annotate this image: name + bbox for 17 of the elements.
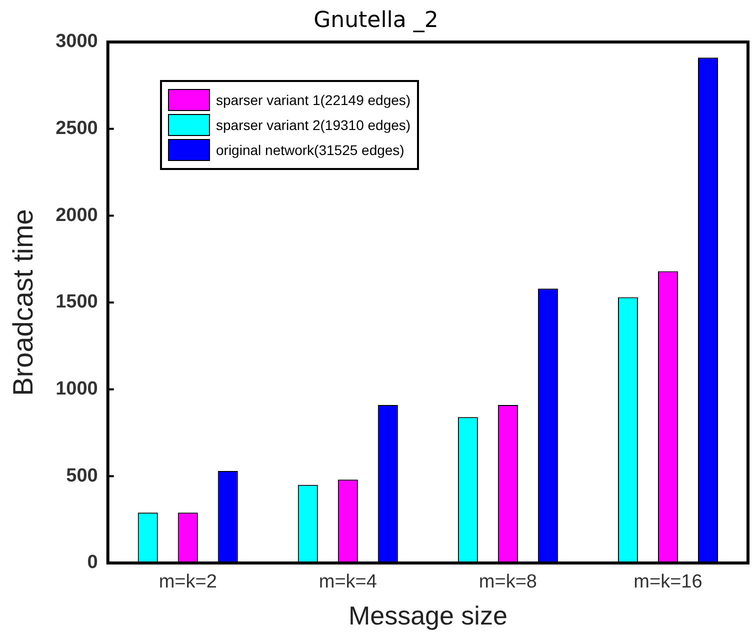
y-tick-label: 1000 [56, 378, 98, 400]
x-tick-label: m=k=8 [478, 572, 537, 593]
y-axis-title: Broadcast time [8, 209, 39, 396]
x-tick-label: m=k=4 [318, 572, 378, 593]
chart-title: Gnutella _2 [312, 8, 440, 33]
x-tick-label: m=k=2 [158, 572, 217, 593]
y-tick-label: 2000 [56, 204, 98, 226]
y-tick-label: 3000 [56, 31, 98, 52]
y-tick-label: 500 [66, 465, 98, 486]
x-tick-label: m=k=16 [634, 572, 702, 593]
legend-label: original network(31525 edges) [216, 142, 404, 158]
y-tick-label: 2500 [56, 118, 98, 140]
y-tick-label: 0 [87, 552, 98, 574]
legend-label: sparser variant 2(19310 edges) [216, 117, 411, 133]
x-axis-title: Message size [348, 600, 508, 631]
y-tick-label: 1500 [56, 292, 98, 313]
legend-label: sparser variant 1(22149 edges) [216, 92, 411, 108]
